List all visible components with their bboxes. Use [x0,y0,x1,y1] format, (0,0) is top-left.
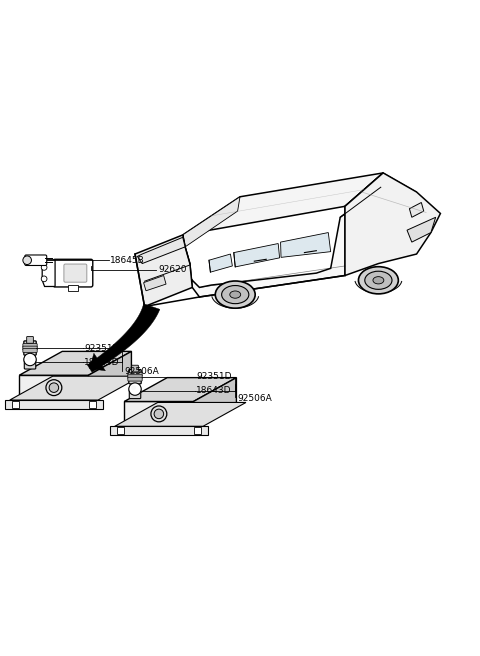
Ellipse shape [359,267,398,294]
Polygon shape [5,400,103,409]
Polygon shape [407,217,436,242]
Circle shape [129,383,141,396]
FancyBboxPatch shape [23,348,37,352]
FancyBboxPatch shape [128,377,142,381]
Polygon shape [10,376,141,400]
Circle shape [24,354,36,365]
FancyBboxPatch shape [68,285,78,291]
Polygon shape [409,203,424,217]
Polygon shape [183,197,240,247]
Polygon shape [135,235,192,306]
FancyBboxPatch shape [53,259,93,287]
Polygon shape [115,402,246,426]
Polygon shape [234,243,280,267]
Circle shape [154,409,164,419]
Polygon shape [110,426,208,435]
Polygon shape [183,173,383,297]
FancyBboxPatch shape [128,375,142,379]
FancyBboxPatch shape [194,427,201,434]
Ellipse shape [230,291,240,298]
Circle shape [46,380,62,396]
FancyBboxPatch shape [12,401,19,407]
Polygon shape [381,173,417,206]
Polygon shape [90,353,106,371]
Circle shape [131,385,136,390]
Text: 18643D: 18643D [84,358,120,367]
FancyBboxPatch shape [129,388,141,399]
Polygon shape [212,297,259,308]
Circle shape [41,264,47,270]
Polygon shape [281,233,331,257]
Polygon shape [345,173,441,276]
Polygon shape [183,173,383,235]
FancyBboxPatch shape [117,427,124,434]
Polygon shape [124,378,237,401]
Text: 92351D: 92351D [84,344,120,352]
Text: 92506A: 92506A [238,394,272,403]
Text: 18643D: 18643D [196,386,231,396]
Polygon shape [42,260,55,287]
Polygon shape [144,276,166,291]
FancyBboxPatch shape [89,401,96,407]
Polygon shape [87,304,160,372]
Polygon shape [209,254,232,272]
Polygon shape [124,401,193,426]
Polygon shape [137,237,185,264]
FancyBboxPatch shape [25,255,47,266]
Text: 92351D: 92351D [196,372,231,381]
FancyBboxPatch shape [128,373,142,376]
Circle shape [49,383,59,392]
FancyBboxPatch shape [129,369,141,384]
FancyBboxPatch shape [24,341,36,355]
FancyBboxPatch shape [64,264,87,282]
Ellipse shape [373,277,384,284]
FancyBboxPatch shape [132,365,138,372]
Polygon shape [193,378,237,426]
Polygon shape [19,375,88,400]
Circle shape [151,406,167,422]
FancyBboxPatch shape [23,344,37,348]
Text: 18645B: 18645B [110,256,145,265]
Polygon shape [355,281,402,293]
Circle shape [41,276,47,281]
Text: 92620: 92620 [158,265,186,274]
Ellipse shape [365,271,392,289]
Polygon shape [88,352,132,400]
FancyBboxPatch shape [24,359,36,369]
Circle shape [23,256,32,264]
Ellipse shape [215,281,255,308]
Text: 92506A: 92506A [124,367,159,377]
Polygon shape [19,352,132,375]
FancyBboxPatch shape [23,346,37,350]
Ellipse shape [222,285,249,304]
Circle shape [26,356,31,360]
FancyBboxPatch shape [27,337,34,343]
